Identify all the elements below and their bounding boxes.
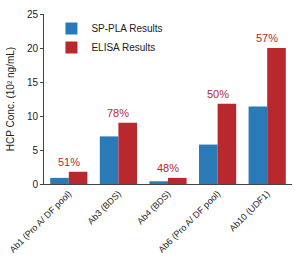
svg-text:Ab10 (UDF1): Ab10 (UDF1): [227, 189, 272, 234]
svg-text:5: 5: [32, 145, 38, 156]
svg-text:ELISA Results: ELISA Results: [91, 42, 155, 53]
svg-text:48%: 48%: [157, 162, 179, 174]
svg-text:0: 0: [32, 179, 38, 190]
svg-text:Ab6 (Pro A/ DF pool): Ab6 (Pro A/ DF pool): [156, 189, 222, 255]
svg-text:57%: 57%: [256, 32, 278, 44]
svg-text:Ab3 (BDS): Ab3 (BDS): [86, 189, 123, 226]
svg-text:50%: 50%: [207, 88, 229, 100]
svg-text:15: 15: [27, 77, 39, 88]
svg-text:Ab4 (BDS): Ab4 (BDS): [135, 189, 172, 226]
svg-text:25: 25: [27, 9, 39, 20]
svg-text:HCP Conc. (10² ng/mL): HCP Conc. (10² ng/mL): [5, 47, 16, 151]
svg-text:Ab1 (Pro A/ DF pool): Ab1 (Pro A/ DF pool): [8, 189, 74, 255]
svg-text:SP-PLA Results: SP-PLA Results: [91, 23, 162, 34]
svg-text:10: 10: [27, 111, 39, 122]
svg-text:20: 20: [27, 43, 39, 54]
svg-text:78%: 78%: [107, 107, 129, 119]
svg-text:51%: 51%: [58, 156, 80, 168]
